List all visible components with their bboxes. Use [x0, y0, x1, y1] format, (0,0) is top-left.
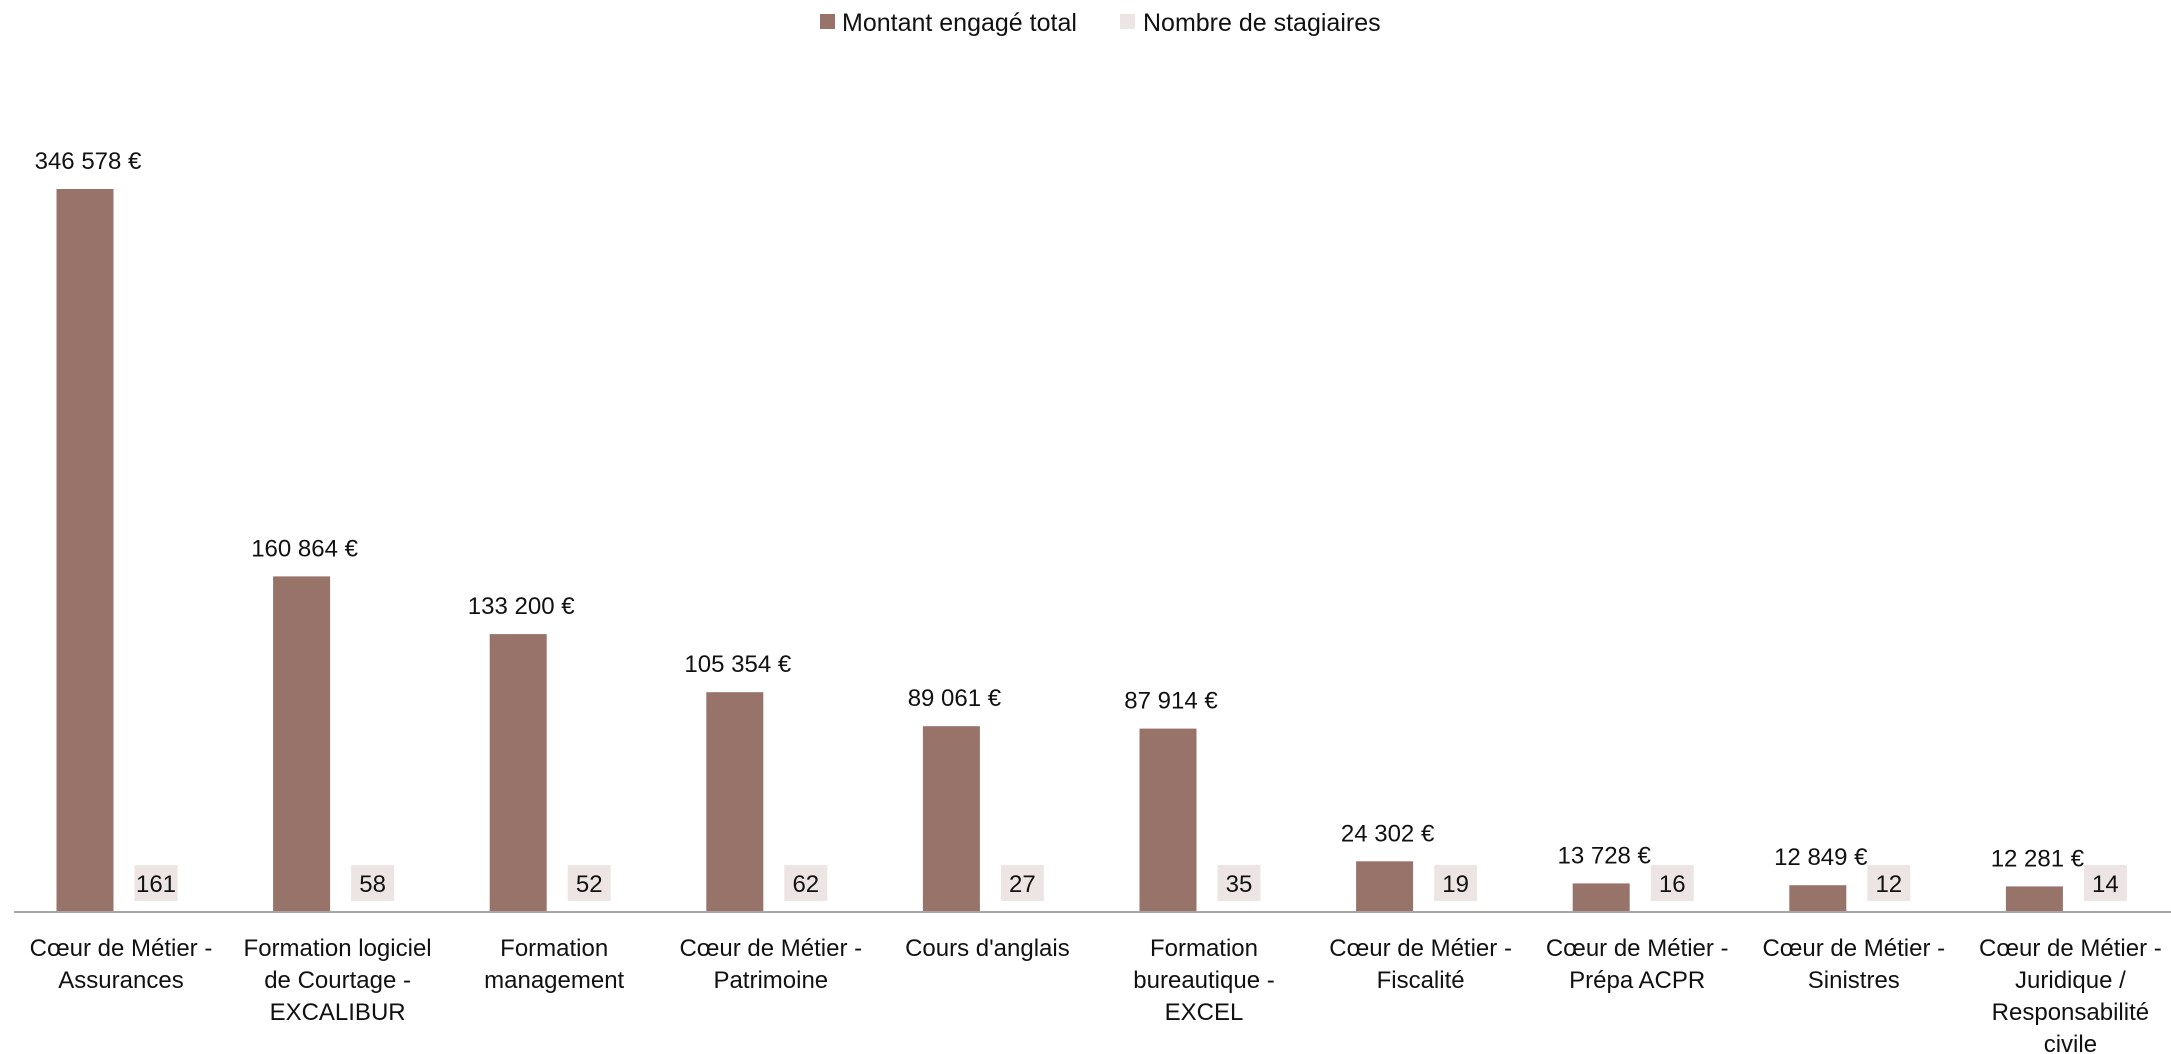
category-label: EXCALIBUR [270, 999, 406, 1026]
value-label-amount: 87 914 € [1124, 688, 1218, 715]
category-label: Prépa ACPR [1569, 967, 1705, 994]
bar-amount[interactable] [1139, 728, 1197, 912]
count-label-box [1650, 865, 1694, 901]
count-label-box [567, 865, 611, 901]
value-label-amount: 24 302 € [1341, 820, 1435, 847]
category-label: Cœur de Métier - [1329, 935, 1512, 962]
category-label: Cœur de Métier - [1546, 935, 1729, 962]
category-label: Fiscalité [1377, 967, 1465, 994]
bar-amount[interactable] [922, 726, 980, 912]
category-label: Cœur de Métier - [30, 935, 213, 962]
value-label-amount: 160 864 € [251, 535, 358, 562]
legend-swatch-amount [820, 14, 835, 29]
value-label-amount: 12 849 € [1774, 844, 1868, 871]
value-label-amount: 89 061 € [908, 685, 1002, 712]
category-label: EXCEL [1165, 999, 1244, 1026]
legend-item-trainees[interactable]: Nombre de stagiaires [1120, 9, 1381, 37]
bar-amount[interactable] [1356, 861, 1414, 912]
category-label: Cœur de Métier - [679, 935, 862, 962]
bar-amount[interactable] [706, 692, 764, 912]
category-label: Responsabilité [1992, 999, 2149, 1026]
category-label: management [484, 967, 624, 994]
bar-amount[interactable] [2005, 886, 2063, 912]
category-label: Formation [500, 935, 608, 962]
count-label-box [1000, 865, 1044, 901]
category-label: Assurances [58, 967, 183, 994]
category-label: Cœur de Métier - [1979, 935, 2162, 962]
category-label: Formation [1150, 935, 1258, 962]
category-label: Cœur de Métier - [1762, 935, 1945, 962]
bar-amount[interactable] [1572, 883, 1630, 912]
value-label-amount: 105 354 € [684, 651, 791, 678]
category-label: Cours d'anglais [905, 935, 1070, 962]
bar-amount[interactable] [1789, 885, 1847, 912]
count-label-box [1217, 865, 1261, 901]
count-label-box [134, 865, 178, 901]
count-label-trainees: 14 [2092, 871, 2119, 898]
count-label-trainees: 52 [576, 871, 603, 898]
value-label-amount: 13 728 € [1557, 842, 1651, 869]
count-label-trainees: 161 [136, 871, 176, 898]
value-label-amount: 346 578 € [35, 148, 142, 175]
count-label-box [2083, 865, 2127, 901]
bar-amount[interactable] [56, 189, 114, 912]
category-label: Formation logiciel [244, 935, 432, 962]
value-label-amount: 12 281 € [1991, 845, 2085, 872]
category-label: de Courtage - [264, 967, 411, 994]
category-label: Sinistres [1808, 967, 1900, 994]
legend: Montant engagé total Nombre de stagiaire… [820, 9, 1381, 37]
count-label-trainees: 19 [1442, 871, 1469, 898]
count-label-box [1867, 865, 1911, 901]
count-label-trainees: 16 [1659, 871, 1686, 898]
labels: 346 578 € 161 Cœur de Métier - Assurances 16… [30, 148, 2162, 1054]
count-label-trainees: 35 [1226, 871, 1253, 898]
category-label: bureautique - [1133, 967, 1274, 994]
legend-swatch-trainees [1120, 14, 1135, 29]
legend-item-amount[interactable]: Montant engagé total [820, 9, 1077, 37]
category-label: Juridique / [2015, 967, 2126, 994]
category-label: Patrimoine [713, 967, 828, 994]
category-label: civile [2044, 1031, 2097, 1054]
count-label-box [784, 865, 828, 901]
legend-label-amount: Montant engagé total [842, 9, 1077, 37]
value-label-amount: 133 200 € [468, 593, 575, 620]
count-label-trainees: 27 [1009, 871, 1036, 898]
bar-amount[interactable] [273, 576, 331, 912]
bars [56, 189, 2063, 912]
bar-amount[interactable] [489, 634, 547, 912]
count-label-box [351, 865, 395, 901]
legend-label-trainees: Nombre de stagiaires [1143, 9, 1381, 37]
count-label-trainees: 62 [792, 871, 819, 898]
count-label-trainees: 58 [359, 871, 386, 898]
count-label-box [1434, 865, 1478, 901]
count-label-trainees: 12 [1875, 871, 1902, 898]
